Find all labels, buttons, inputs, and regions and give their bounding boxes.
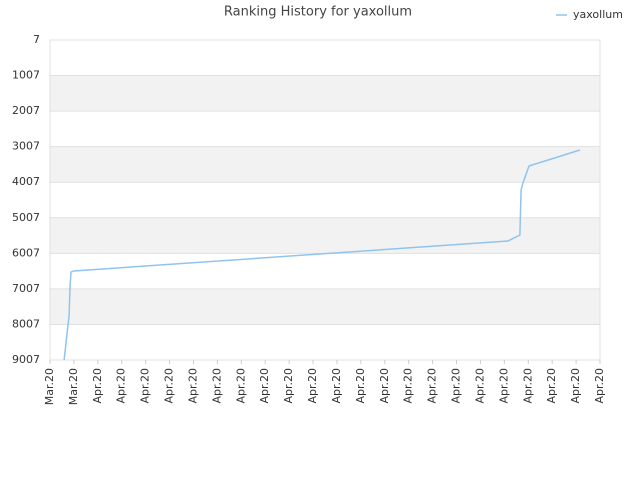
x-tick-label: Apr.20 <box>163 368 176 404</box>
x-tick-label: Mar.20 <box>67 368 80 405</box>
y-tick-label: 4007 <box>12 175 40 188</box>
x-tick-label: Apr.20 <box>186 368 199 404</box>
series-line <box>63 149 581 361</box>
x-tick-label: Apr.20 <box>569 368 582 404</box>
x-tick-label: Apr.20 <box>426 368 439 404</box>
y-tick-label: 6007 <box>12 246 40 259</box>
grid-band <box>50 75 600 112</box>
x-tick-label: Apr.20 <box>450 368 463 404</box>
x-tick-label: Apr.20 <box>497 368 510 404</box>
x-tick-label: Apr.20 <box>593 368 606 404</box>
grid-band <box>50 146 600 183</box>
x-tick-label: Apr.20 <box>521 368 534 404</box>
y-tick-label: 5007 <box>12 211 40 224</box>
grid-band <box>50 288 600 325</box>
x-tick-label: Mar.20 <box>43 368 56 405</box>
y-tick-label: 1007 <box>12 69 40 82</box>
x-tick-label: Apr.20 <box>378 368 391 404</box>
legend-label: yaxollum <box>573 8 623 21</box>
x-tick-label: Apr.20 <box>473 368 486 404</box>
x-tick-label: Apr.20 <box>402 368 415 404</box>
chart-title: Ranking History for yaxollum <box>224 5 412 20</box>
y-tick-label: 7 <box>33 33 40 46</box>
x-tick-label: Apr.20 <box>306 368 319 404</box>
y-tick-label: 3007 <box>12 140 40 153</box>
y-tick-label: 8007 <box>12 317 40 330</box>
x-tick-label: Apr.20 <box>115 368 128 404</box>
x-tick-label: Apr.20 <box>545 368 558 404</box>
y-tick-label: 7007 <box>12 282 40 295</box>
x-tick-label: Apr.20 <box>91 368 104 404</box>
y-tick-label: 2007 <box>12 104 40 117</box>
grid-band <box>50 217 600 254</box>
plot-border <box>49 39 601 361</box>
x-tick-label: Apr.20 <box>330 368 343 404</box>
x-tick-label: Apr.20 <box>354 368 367 404</box>
x-tick-label: Apr.20 <box>210 368 223 404</box>
x-tick-label: Apr.20 <box>139 368 152 404</box>
y-tick-label: 9007 <box>12 353 40 366</box>
x-tick-label: Apr.20 <box>282 368 295 404</box>
x-tick-label: Apr.20 <box>234 368 247 404</box>
x-tick-label: Apr.20 <box>258 368 271 404</box>
